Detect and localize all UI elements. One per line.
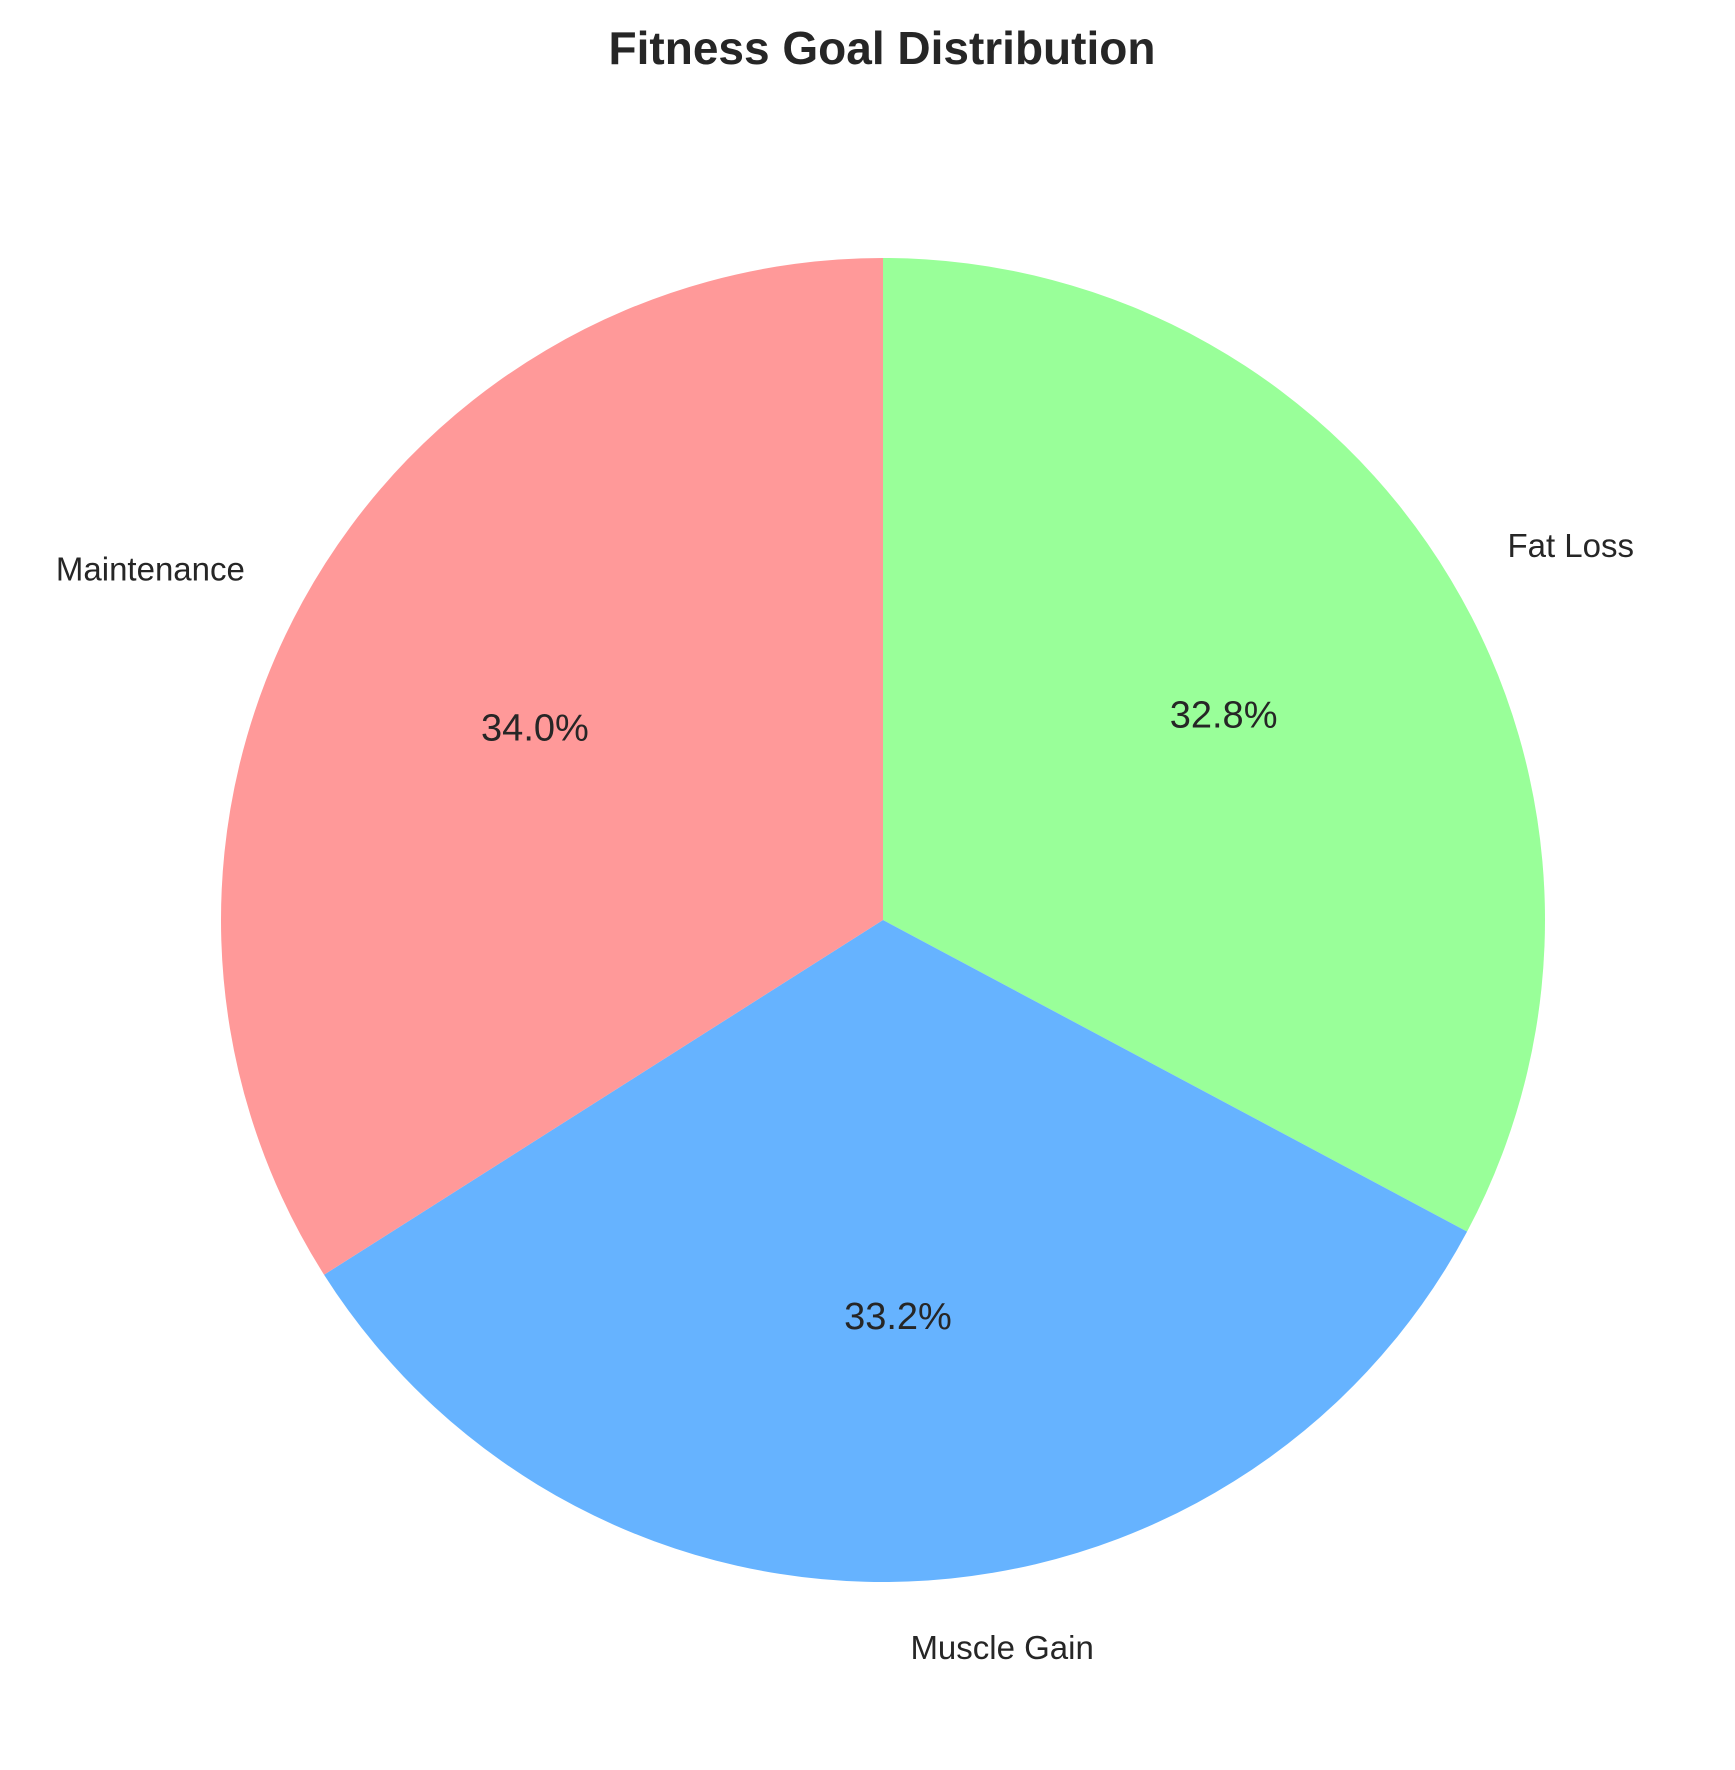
chart-title: Fitness Goal Distribution [609,22,1156,74]
slice-label-fat-loss: Fat Loss [1507,527,1634,564]
slice-percent-maintenance: 34.0% [481,708,589,750]
pie-slice-fat-loss [883,258,1545,1232]
pie-slice-maintenance [221,257,884,1275]
slice-percent-muscle-gain: 33.2% [844,1296,952,1338]
slice-label-maintenance: Maintenance [56,551,245,588]
pie-slices [221,257,1545,1583]
pie-labels: Fat Loss 32.8% Muscle Gain 33.2% Maintenance… [56,527,1634,1666]
slice-percent-fat-loss: 32.8% [1170,695,1278,737]
slice-label-muscle-gain: Muscle Gain [910,1629,1093,1666]
pie-slice-muscle-gain [324,920,1468,1583]
